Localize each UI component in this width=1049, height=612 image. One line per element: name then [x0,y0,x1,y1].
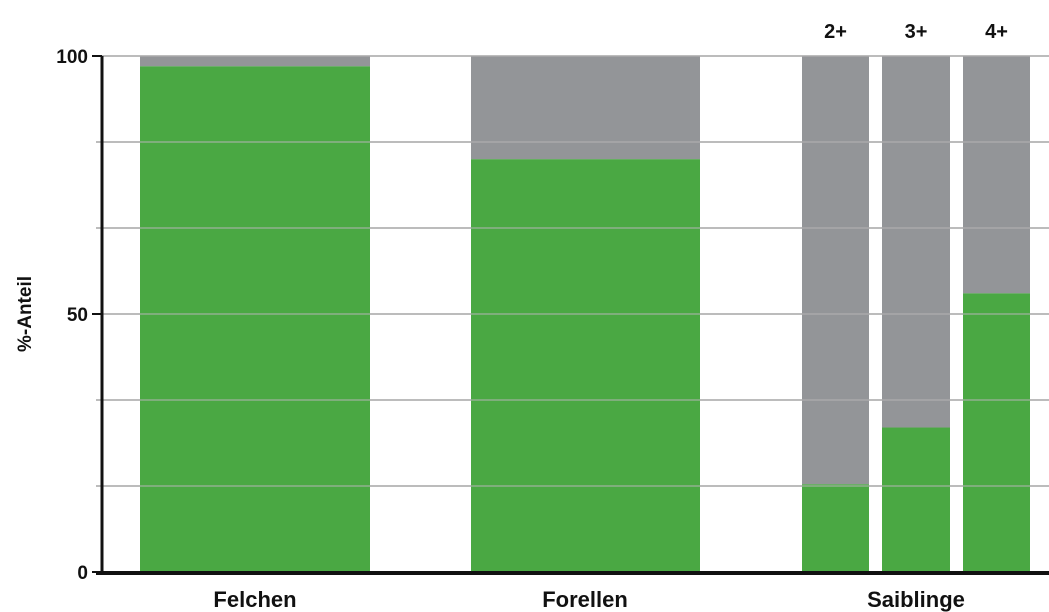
category-label: Forellen [542,587,628,612]
category-label: Saiblinge [867,587,965,612]
labels: Felchen Forellen 2+ 3+ 4+ Saiblinge 0 50 100 [56,21,1008,612]
bar [140,66,370,572]
bar [802,484,869,572]
bar-remainder [882,56,950,428]
bar-sublabel: 2+ [824,21,847,43]
category-label: Felchen [213,587,296,612]
bar-remainder [140,56,370,67]
bar-remainder [471,56,700,160]
bar-remainder [963,56,1030,294]
axes [92,55,1049,575]
y-tick-label: 0 [77,563,88,584]
gridlines-overlay [96,55,1049,487]
y-tick-label: 50 [67,305,88,326]
y-axis-label: %-Anteil [15,276,36,352]
bar [471,159,700,572]
y-tick-label: 100 [56,47,88,68]
bar-sublabel: 3+ [905,21,928,43]
bar [963,293,1030,572]
bar-sublabel: 4+ [985,21,1008,43]
bar-remainder [802,56,869,485]
bar [882,427,950,572]
